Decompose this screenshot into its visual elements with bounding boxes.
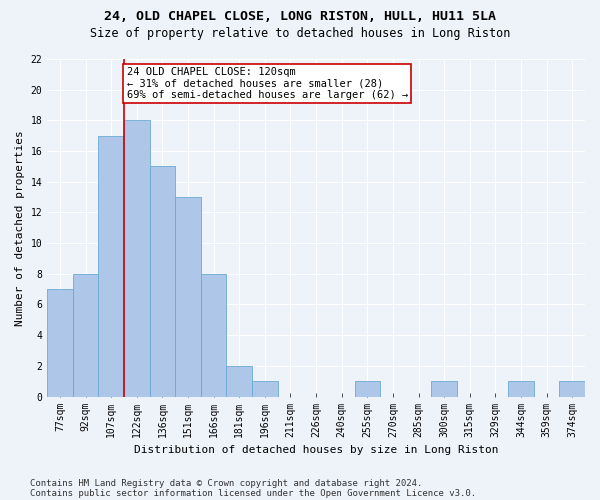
- Bar: [175, 197, 201, 396]
- Bar: [226, 366, 252, 396]
- Text: Contains HM Land Registry data © Crown copyright and database right 2024.: Contains HM Land Registry data © Crown c…: [30, 478, 422, 488]
- Bar: [252, 381, 278, 396]
- Text: Contains public sector information licensed under the Open Government Licence v3: Contains public sector information licen…: [30, 488, 476, 498]
- Bar: [431, 381, 457, 396]
- Bar: [149, 166, 175, 396]
- Bar: [201, 274, 226, 396]
- Bar: [47, 289, 73, 397]
- Bar: [355, 381, 380, 396]
- Y-axis label: Number of detached properties: Number of detached properties: [15, 130, 25, 326]
- Bar: [559, 381, 585, 396]
- Text: 24 OLD CHAPEL CLOSE: 120sqm
← 31% of detached houses are smaller (28)
69% of sem: 24 OLD CHAPEL CLOSE: 120sqm ← 31% of det…: [127, 66, 408, 100]
- Text: 24, OLD CHAPEL CLOSE, LONG RISTON, HULL, HU11 5LA: 24, OLD CHAPEL CLOSE, LONG RISTON, HULL,…: [104, 10, 496, 23]
- Text: Size of property relative to detached houses in Long Riston: Size of property relative to detached ho…: [90, 28, 510, 40]
- Bar: [124, 120, 149, 396]
- Bar: [98, 136, 124, 396]
- Bar: [508, 381, 534, 396]
- Bar: [73, 274, 98, 396]
- X-axis label: Distribution of detached houses by size in Long Riston: Distribution of detached houses by size …: [134, 445, 499, 455]
